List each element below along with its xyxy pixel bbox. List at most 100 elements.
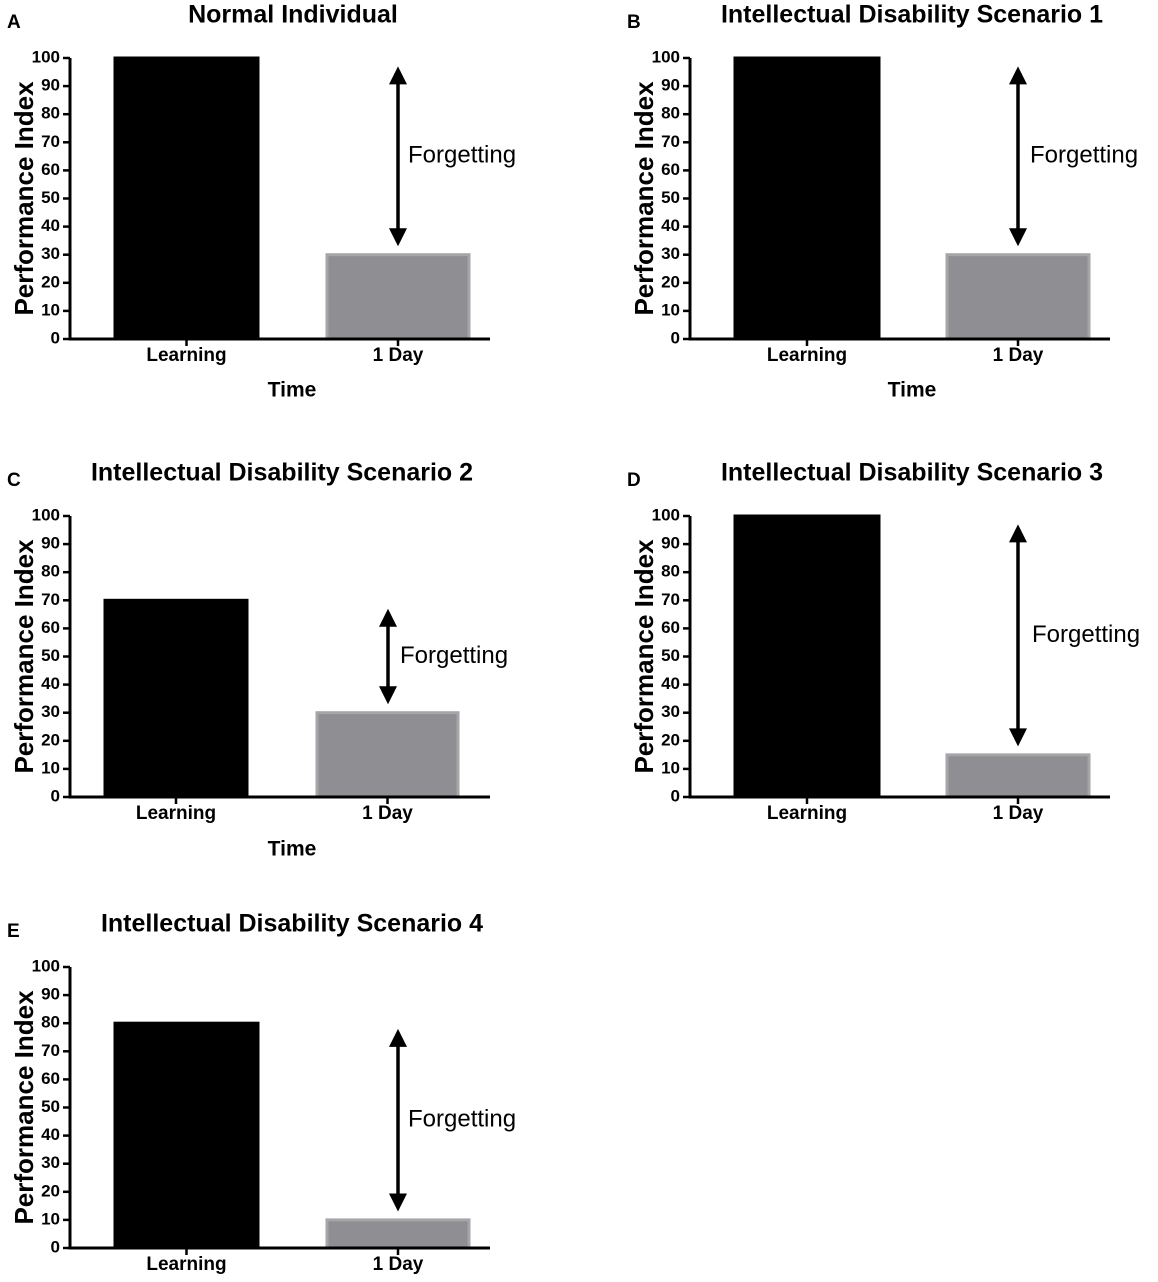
y-tick-label-a: 70 <box>41 132 60 151</box>
x-tick-label-d: Learning <box>767 803 847 824</box>
y-tick-label-d: 70 <box>661 590 680 609</box>
y-tick-label-a: 0 <box>51 328 60 347</box>
bar-learning-d <box>733 514 881 799</box>
y-tick-label-a: 30 <box>41 244 60 263</box>
bar-day-e <box>325 1218 471 1250</box>
y-tick-label-c: 50 <box>41 646 60 665</box>
y-tick-label-b: 30 <box>661 244 680 263</box>
y-tick-label-b: 70 <box>661 132 680 151</box>
x-tick-label-d: 1 Day <box>993 803 1044 824</box>
x-axis-title-a: Time <box>268 379 317 402</box>
y-tick-label-b: 60 <box>661 160 680 179</box>
y-tick-label-a: 90 <box>41 76 60 95</box>
y-tick-label-b: 40 <box>661 216 680 235</box>
y-tick-label-c: 30 <box>41 702 60 721</box>
y-tick-label-c: 10 <box>41 758 60 777</box>
panel-letter-b: B <box>627 12 641 33</box>
x-tick-label-a: Learning <box>146 345 226 366</box>
y-tick-label-d: 30 <box>661 702 680 721</box>
y-tick-label-e: 30 <box>41 1153 60 1172</box>
y-tick-label-e: 80 <box>41 1013 60 1032</box>
x-tick-label-c: 1 Day <box>362 803 413 824</box>
y-tick-label-c: 100 <box>32 505 60 524</box>
arrowhead-down-icon <box>389 1193 407 1212</box>
bar-day-c <box>315 711 460 799</box>
y-tick-label-c: 0 <box>51 786 60 805</box>
bar-day-b <box>945 253 1091 341</box>
panel-title-a: Normal Individual <box>188 1 398 29</box>
arrowhead-down-icon <box>389 228 407 247</box>
y-tick-label-b: 100 <box>652 47 680 66</box>
y-tick-label-a: 100 <box>32 47 60 66</box>
y-tick-label-e: 0 <box>51 1237 60 1256</box>
bar-learning-a <box>113 56 260 341</box>
y-tick-label-c: 80 <box>41 562 60 581</box>
forgetting-label-d: Forgetting <box>1032 621 1140 648</box>
y-tick-label-a: 40 <box>41 216 60 235</box>
y-tick-label-a: 60 <box>41 160 60 179</box>
forgetting-label-a: Forgetting <box>408 142 516 169</box>
y-tick-label-d: 10 <box>661 758 680 777</box>
y-tick-label-a: 20 <box>41 272 60 291</box>
y-tick-label-d: 90 <box>661 534 680 553</box>
x-tick-label-b: Learning <box>767 345 847 366</box>
y-axis-label-b: Performance Index <box>629 81 659 316</box>
x-tick-label-e: Learning <box>146 1254 226 1275</box>
panel-letter-c: C <box>7 470 21 491</box>
arrowhead-down-icon <box>1009 728 1027 747</box>
y-axis-label-c: Performance Index <box>9 539 39 774</box>
arrowhead-up-icon <box>379 608 397 627</box>
y-tick-label-c: 40 <box>41 674 60 693</box>
x-axis-title-c: Time <box>268 838 317 861</box>
forgetting-label-c: Forgetting <box>400 642 508 669</box>
y-tick-label-e: 90 <box>41 985 60 1004</box>
y-tick-label-e: 100 <box>32 956 60 975</box>
x-axis-title-b: Time <box>888 379 937 402</box>
y-tick-label-e: 70 <box>41 1041 60 1060</box>
y-tick-label-c: 90 <box>41 534 60 553</box>
x-tick-label-a: 1 Day <box>373 345 424 366</box>
panel-title-c: Intellectual Disability Scenario 2 <box>91 459 473 487</box>
y-tick-label-e: 10 <box>41 1209 60 1228</box>
y-tick-label-a: 10 <box>41 300 60 319</box>
y-tick-label-b: 90 <box>661 76 680 95</box>
y-axis-label-d: Performance Index <box>629 539 659 774</box>
arrowhead-up-icon <box>389 66 407 85</box>
bar-learning-e <box>113 1021 260 1250</box>
y-tick-label-d: 100 <box>652 505 680 524</box>
y-tick-label-c: 70 <box>41 590 60 609</box>
forgetting-label-e: Forgetting <box>408 1105 516 1132</box>
forgetting-label-b: Forgetting <box>1030 142 1138 169</box>
y-tick-label-a: 50 <box>41 188 60 207</box>
panel-letter-d: D <box>627 470 641 491</box>
y-axis-label-a: Performance Index <box>9 81 39 316</box>
y-tick-label-d: 60 <box>661 618 680 637</box>
panel-letter-e: E <box>7 921 20 942</box>
y-tick-label-a: 80 <box>41 104 60 123</box>
y-tick-label-b: 0 <box>671 328 680 347</box>
y-tick-label-e: 60 <box>41 1069 60 1088</box>
y-tick-label-e: 20 <box>41 1181 60 1200</box>
y-tick-label-e: 50 <box>41 1097 60 1116</box>
panel-letter-a: A <box>7 12 21 33</box>
y-axis-label-e: Performance Index <box>9 990 39 1225</box>
arrowhead-down-icon <box>379 686 397 705</box>
y-tick-label-b: 50 <box>661 188 680 207</box>
y-tick-label-d: 0 <box>671 786 680 805</box>
arrowhead-down-icon <box>1009 228 1027 247</box>
bar-learning-c <box>103 598 249 799</box>
y-tick-label-b: 10 <box>661 300 680 319</box>
y-tick-label-d: 50 <box>661 646 680 665</box>
arrowhead-up-icon <box>1009 66 1027 85</box>
x-tick-label-c: Learning <box>136 803 216 824</box>
y-tick-label-d: 80 <box>661 562 680 581</box>
bar-learning-b <box>733 56 881 341</box>
x-tick-label-b: 1 Day <box>993 345 1044 366</box>
y-tick-label-d: 40 <box>661 674 680 693</box>
y-tick-label-b: 80 <box>661 104 680 123</box>
panel-title-b: Intellectual Disability Scenario 1 <box>721 1 1103 29</box>
y-tick-label-c: 60 <box>41 618 60 637</box>
y-tick-label-d: 20 <box>661 730 680 749</box>
arrowhead-up-icon <box>389 1028 407 1047</box>
